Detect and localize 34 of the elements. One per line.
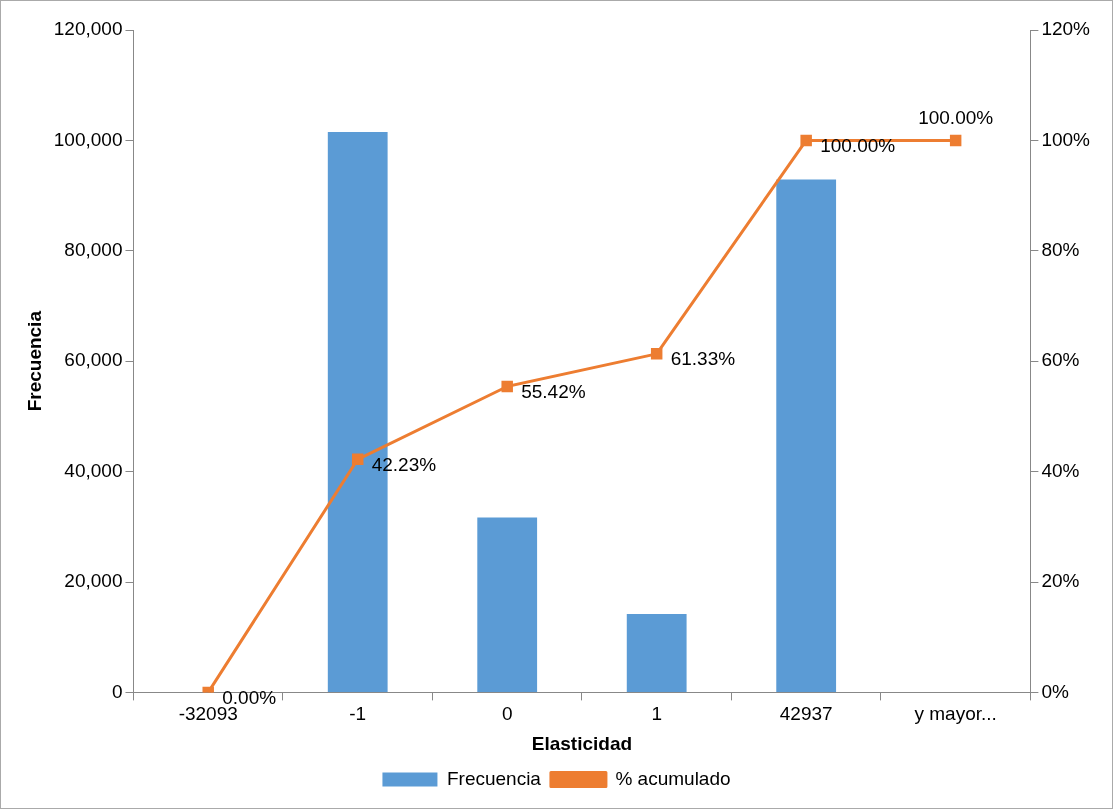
data-label: 55.42% <box>521 380 586 402</box>
x-axis-title: Elasticidad <box>531 732 633 754</box>
y-tick-label: 0 <box>111 680 123 702</box>
y-tick-label: 60,000 <box>64 349 123 371</box>
y2-tick-label: 120% <box>1041 18 1091 40</box>
y2-tick-label: 20% <box>1041 570 1080 592</box>
y-tick-label: 80,000 <box>64 239 123 261</box>
point <box>650 348 663 360</box>
bar <box>626 614 687 692</box>
y-tick-label: 100,000 <box>53 128 123 150</box>
bar <box>477 517 538 692</box>
y2-tick-label: 60% <box>1041 349 1080 371</box>
y2-tick-label: 100% <box>1041 128 1091 150</box>
legend-label: Frecuencia <box>446 767 542 789</box>
x-tick-label: 0 <box>501 703 513 725</box>
point <box>800 134 812 147</box>
x-tick-label: y mayor... <box>914 703 997 725</box>
legend-label: % acumulado <box>615 767 731 789</box>
point <box>351 453 364 466</box>
y-tick-label: 120,000 <box>53 18 123 40</box>
y2-tick-label: 40% <box>1041 459 1080 481</box>
data-label: 61.33% <box>670 348 736 370</box>
x-tick-label: 1 <box>651 703 662 725</box>
point <box>949 134 962 147</box>
y-axis-title: Frecuencia <box>23 310 45 412</box>
x-tick-label: 42937 <box>779 703 833 725</box>
bar <box>776 179 837 692</box>
x-tick-label: -1 <box>349 703 367 725</box>
y2-tick-label: 0% <box>1041 680 1069 702</box>
data-label: 100.00% <box>918 106 994 128</box>
y-tick-label: 40,000 <box>64 459 123 481</box>
y-tick-label: 20,000 <box>64 570 123 592</box>
y2-tick-label: 80% <box>1041 239 1080 261</box>
point <box>501 380 513 393</box>
